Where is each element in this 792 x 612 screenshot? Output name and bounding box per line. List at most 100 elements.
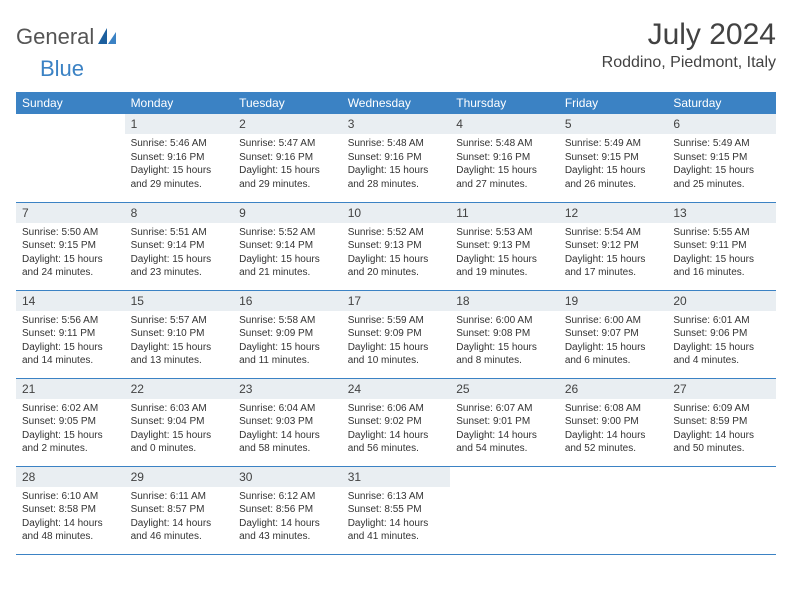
day-number: 10 [342, 203, 451, 223]
day-number: 29 [125, 467, 234, 487]
sunrise-text: Sunrise: 6:04 AM [239, 402, 336, 416]
day-body: Sunrise: 5:46 AMSunset: 9:16 PMDaylight:… [125, 134, 234, 195]
daylight-text: Daylight: 15 hours and 24 minutes. [22, 253, 119, 280]
sunrise-text: Sunrise: 5:47 AM [239, 137, 336, 151]
day-body: Sunrise: 5:52 AMSunset: 9:13 PMDaylight:… [342, 223, 451, 284]
day-number: 27 [667, 379, 776, 399]
sunset-text: Sunset: 9:04 PM [131, 415, 228, 429]
sunset-text: Sunset: 8:56 PM [239, 503, 336, 517]
day-body: Sunrise: 5:52 AMSunset: 9:14 PMDaylight:… [233, 223, 342, 284]
sunrise-text: Sunrise: 5:49 AM [673, 137, 770, 151]
calendar-cell: 5Sunrise: 5:49 AMSunset: 9:15 PMDaylight… [559, 114, 668, 202]
day-body: Sunrise: 6:03 AMSunset: 9:04 PMDaylight:… [125, 399, 234, 460]
sunrise-text: Sunrise: 5:48 AM [348, 137, 445, 151]
title-block: July 2024 Roddino, Piedmont, Italy [602, 18, 776, 72]
sunset-text: Sunset: 9:09 PM [348, 327, 445, 341]
sunrise-text: Sunrise: 5:52 AM [348, 226, 445, 240]
calendar-cell: 18Sunrise: 6:00 AMSunset: 9:08 PMDayligh… [450, 290, 559, 378]
calendar-body: 1Sunrise: 5:46 AMSunset: 9:16 PMDaylight… [16, 114, 776, 554]
day-number: 14 [16, 291, 125, 311]
location-label: Roddino, Piedmont, Italy [602, 54, 776, 72]
calendar-cell: 24Sunrise: 6:06 AMSunset: 9:02 PMDayligh… [342, 378, 451, 466]
daylight-text: Daylight: 15 hours and 14 minutes. [22, 341, 119, 368]
daylight-text: Daylight: 15 hours and 28 minutes. [348, 164, 445, 191]
daylight-text: Daylight: 15 hours and 11 minutes. [239, 341, 336, 368]
daylight-text: Daylight: 15 hours and 2 minutes. [22, 429, 119, 456]
daylight-text: Daylight: 14 hours and 43 minutes. [239, 517, 336, 544]
calendar-row: 28Sunrise: 6:10 AMSunset: 8:58 PMDayligh… [16, 466, 776, 554]
day-number: 5 [559, 114, 668, 134]
sunrise-text: Sunrise: 5:50 AM [22, 226, 119, 240]
day-number: 24 [342, 379, 451, 399]
sunset-text: Sunset: 9:16 PM [456, 151, 553, 165]
sunset-text: Sunset: 9:06 PM [673, 327, 770, 341]
sunrise-text: Sunrise: 6:01 AM [673, 314, 770, 328]
sunrise-text: Sunrise: 6:08 AM [565, 402, 662, 416]
day-number: 25 [450, 379, 559, 399]
weekday-header: Saturday [667, 92, 776, 114]
day-body: Sunrise: 6:09 AMSunset: 8:59 PMDaylight:… [667, 399, 776, 460]
calendar-cell: 6Sunrise: 5:49 AMSunset: 9:15 PMDaylight… [667, 114, 776, 202]
day-body: Sunrise: 5:47 AMSunset: 9:16 PMDaylight:… [233, 134, 342, 195]
calendar-table: Sunday Monday Tuesday Wednesday Thursday… [16, 92, 776, 555]
day-body: Sunrise: 6:01 AMSunset: 9:06 PMDaylight:… [667, 311, 776, 372]
daylight-text: Daylight: 14 hours and 58 minutes. [239, 429, 336, 456]
day-number: 17 [342, 291, 451, 311]
day-body: Sunrise: 5:58 AMSunset: 9:09 PMDaylight:… [233, 311, 342, 372]
calendar-cell: 21Sunrise: 6:02 AMSunset: 9:05 PMDayligh… [16, 378, 125, 466]
calendar-cell: 15Sunrise: 5:57 AMSunset: 9:10 PMDayligh… [125, 290, 234, 378]
sunrise-text: Sunrise: 5:57 AM [131, 314, 228, 328]
day-number: 3 [342, 114, 451, 134]
calendar-cell [667, 466, 776, 554]
daylight-text: Daylight: 15 hours and 29 minutes. [239, 164, 336, 191]
day-body: Sunrise: 6:06 AMSunset: 9:02 PMDaylight:… [342, 399, 451, 460]
day-body: Sunrise: 6:02 AMSunset: 9:05 PMDaylight:… [16, 399, 125, 460]
day-body: Sunrise: 5:48 AMSunset: 9:16 PMDaylight:… [450, 134, 559, 195]
calendar-cell: 30Sunrise: 6:12 AMSunset: 8:56 PMDayligh… [233, 466, 342, 554]
calendar-cell: 22Sunrise: 6:03 AMSunset: 9:04 PMDayligh… [125, 378, 234, 466]
calendar-cell: 1Sunrise: 5:46 AMSunset: 9:16 PMDaylight… [125, 114, 234, 202]
calendar-cell: 14Sunrise: 5:56 AMSunset: 9:11 PMDayligh… [16, 290, 125, 378]
daylight-text: Daylight: 15 hours and 25 minutes. [673, 164, 770, 191]
calendar-cell: 2Sunrise: 5:47 AMSunset: 9:16 PMDaylight… [233, 114, 342, 202]
day-body: Sunrise: 5:57 AMSunset: 9:10 PMDaylight:… [125, 311, 234, 372]
day-number: 15 [125, 291, 234, 311]
daylight-text: Daylight: 15 hours and 21 minutes. [239, 253, 336, 280]
sunset-text: Sunset: 9:15 PM [565, 151, 662, 165]
day-number: 19 [559, 291, 668, 311]
sunset-text: Sunset: 9:02 PM [348, 415, 445, 429]
sunrise-text: Sunrise: 5:48 AM [456, 137, 553, 151]
daylight-text: Daylight: 15 hours and 29 minutes. [131, 164, 228, 191]
calendar-header-row: Sunday Monday Tuesday Wednesday Thursday… [16, 92, 776, 114]
calendar-cell: 11Sunrise: 5:53 AMSunset: 9:13 PMDayligh… [450, 202, 559, 290]
daylight-text: Daylight: 14 hours and 56 minutes. [348, 429, 445, 456]
calendar-page: General July 2024 Roddino, Piedmont, Ita… [0, 0, 792, 573]
sunset-text: Sunset: 9:10 PM [131, 327, 228, 341]
sunset-text: Sunset: 9:16 PM [348, 151, 445, 165]
calendar-row: 7Sunrise: 5:50 AMSunset: 9:15 PMDaylight… [16, 202, 776, 290]
sunrise-text: Sunrise: 6:09 AM [673, 402, 770, 416]
sunrise-text: Sunrise: 6:11 AM [131, 490, 228, 504]
day-body: Sunrise: 5:50 AMSunset: 9:15 PMDaylight:… [16, 223, 125, 284]
day-number: 30 [233, 467, 342, 487]
day-body: Sunrise: 5:53 AMSunset: 9:13 PMDaylight:… [450, 223, 559, 284]
logo-text-2: Blue [40, 56, 84, 82]
calendar-cell [16, 114, 125, 202]
calendar-cell: 8Sunrise: 5:51 AMSunset: 9:14 PMDaylight… [125, 202, 234, 290]
day-number: 4 [450, 114, 559, 134]
calendar-cell [450, 466, 559, 554]
day-number: 21 [16, 379, 125, 399]
calendar-cell: 29Sunrise: 6:11 AMSunset: 8:57 PMDayligh… [125, 466, 234, 554]
sunrise-text: Sunrise: 6:10 AM [22, 490, 119, 504]
daylight-text: Daylight: 15 hours and 10 minutes. [348, 341, 445, 368]
day-number: 28 [16, 467, 125, 487]
calendar-cell: 16Sunrise: 5:58 AMSunset: 9:09 PMDayligh… [233, 290, 342, 378]
sunrise-text: Sunrise: 5:54 AM [565, 226, 662, 240]
daylight-text: Daylight: 14 hours and 41 minutes. [348, 517, 445, 544]
calendar-cell: 19Sunrise: 6:00 AMSunset: 9:07 PMDayligh… [559, 290, 668, 378]
calendar-cell: 25Sunrise: 6:07 AMSunset: 9:01 PMDayligh… [450, 378, 559, 466]
sunset-text: Sunset: 9:15 PM [673, 151, 770, 165]
sunset-text: Sunset: 9:05 PM [22, 415, 119, 429]
sunset-text: Sunset: 9:16 PM [239, 151, 336, 165]
sunset-text: Sunset: 8:55 PM [348, 503, 445, 517]
